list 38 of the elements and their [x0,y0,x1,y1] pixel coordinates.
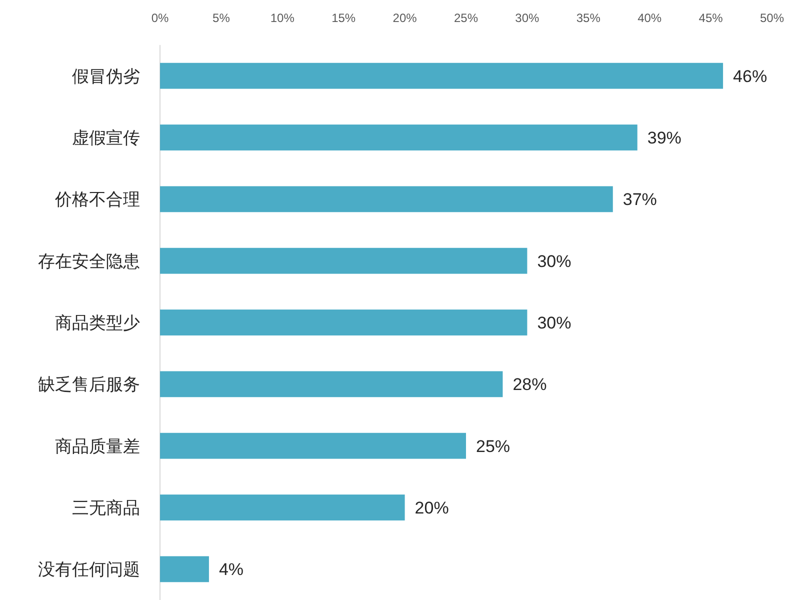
x-tick-label: 40% [638,11,662,25]
bar [160,556,209,582]
x-tick-label: 15% [332,11,356,25]
x-tick-label: 45% [698,11,724,25]
y-tick-label: 没有任何问题 [38,560,140,580]
x-tick-label: 5% [212,11,230,25]
bar [160,494,405,520]
data-label: 37% [622,190,657,210]
x-tick-label: 30% [515,11,540,25]
y-tick-label: 商品类型少 [55,314,140,332]
bar [160,124,638,150]
bar [160,186,613,212]
data-label: 39% [647,128,682,148]
bar [160,310,528,336]
data-label: 28% [512,375,547,394]
data-label: 46% [733,66,768,86]
x-tick-label: 25% [454,11,478,25]
bar [160,371,503,398]
x-tick-label: 50% [760,11,784,25]
bar [160,248,528,274]
data-label: 25% [476,436,510,456]
data-label: 30% [537,314,572,332]
data-label: 20% [414,498,449,518]
x-tick-label: 10% [270,11,295,25]
data-label: 4% [218,560,244,580]
bar [160,432,466,459]
y-tick-label: 假冒伪劣 [72,66,140,86]
y-tick-label: 存在安全隐患 [38,252,140,271]
y-tick-label: 三无商品 [72,498,140,518]
y-tick-label: 虚假宣传 [72,128,140,148]
y-tick-label: 商品质量差 [55,436,140,456]
x-tick-label: 20% [392,11,418,25]
x-tick-label: 0% [151,11,169,25]
bar [160,62,724,89]
y-tick-label: 价格不合理 [54,190,140,210]
y-tick-label: 缺乏售后服务 [38,375,140,394]
x-tick-label: 35% [576,11,601,25]
data-label: 30% [537,252,572,271]
